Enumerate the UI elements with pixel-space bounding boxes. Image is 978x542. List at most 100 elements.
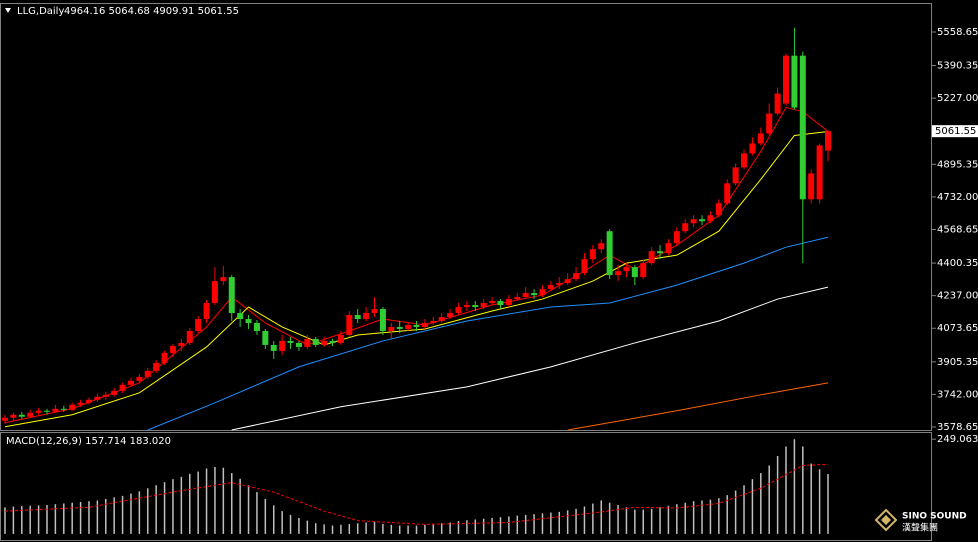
candle-body <box>346 315 353 335</box>
candle-body <box>220 277 227 282</box>
candle-body <box>329 340 336 343</box>
candle-body <box>606 231 613 276</box>
candle-body <box>69 404 76 410</box>
candle-body <box>279 340 286 351</box>
y-tick-label: 4073.65 <box>937 323 978 334</box>
candle-body <box>321 340 328 345</box>
candle-body <box>757 133 764 144</box>
candle-body <box>211 281 218 304</box>
candle-body <box>304 338 311 347</box>
candle-body <box>741 153 748 168</box>
candle-body <box>161 352 168 363</box>
candle-body <box>665 243 672 254</box>
candle-body <box>127 380 134 385</box>
candle-body <box>556 283 563 286</box>
candle-body <box>732 167 739 184</box>
candle-body <box>472 305 479 308</box>
candle-body <box>480 303 487 308</box>
candle-body <box>598 243 605 250</box>
candle-body <box>178 342 185 346</box>
candle-body <box>413 324 420 327</box>
candle-body <box>111 390 118 395</box>
candle-body <box>18 414 25 417</box>
main-panel-frame <box>0 3 932 431</box>
candle-body <box>531 293 538 296</box>
y-tick-label: 4568.65 <box>937 224 978 235</box>
candle-body <box>766 113 773 134</box>
y-tick-label: 4732.00 <box>937 192 978 203</box>
candle-body <box>371 309 378 314</box>
y-tick-label: 5390.35 <box>937 61 978 72</box>
candle-body <box>35 410 42 413</box>
y-tick-label: 4895.35 <box>937 159 978 170</box>
signal-line <box>4 463 829 525</box>
candle-body <box>228 277 235 314</box>
candle-body <box>497 301 504 306</box>
moving-average <box>567 382 829 431</box>
candle-body <box>657 251 664 254</box>
candle-body <box>270 344 277 351</box>
candle-body <box>27 412 34 417</box>
ohlc-text: 4964.16 5064.68 4909.91 5061.55 <box>64 6 239 17</box>
candle-body <box>253 322 260 331</box>
candle-body <box>379 309 386 331</box>
candle-body <box>623 267 630 272</box>
candle-body <box>808 173 815 200</box>
candle-body <box>816 145 823 200</box>
candle-body <box>312 338 319 345</box>
candle-body <box>715 203 722 216</box>
y-tick-label: 3742.00 <box>937 389 978 400</box>
candle-body <box>405 324 412 329</box>
candle-body <box>707 215 714 222</box>
y-tick-label: 5558.65 <box>937 27 978 38</box>
candle-body <box>774 93 781 114</box>
candle-body <box>85 399 92 403</box>
candle-body <box>690 219 697 224</box>
candle-body <box>144 370 151 377</box>
candle-body <box>673 231 680 244</box>
candle-body <box>783 55 790 104</box>
candle-body <box>522 293 529 298</box>
candle-body <box>195 319 202 331</box>
macd-panel-frame <box>0 432 932 541</box>
candle-body <box>102 394 109 397</box>
candle-body <box>564 279 571 284</box>
candle-body <box>60 408 67 410</box>
last-price-label: 5061.55 <box>935 126 976 137</box>
candle-body <box>136 376 143 381</box>
y-tick-label: 3905.35 <box>937 357 978 368</box>
logo-icon <box>874 508 898 532</box>
candle-body <box>43 410 50 412</box>
macd-title: MACD(12,26,9) 157.714 183.020 <box>6 436 171 447</box>
candle-body <box>749 143 756 154</box>
moving-average <box>4 130 829 428</box>
candle-body <box>10 414 17 418</box>
y-tick-label: 5227.00 <box>937 93 978 104</box>
candle-body <box>699 219 706 222</box>
candle-body <box>421 322 428 327</box>
y-tick-label: 249.063 <box>937 434 978 445</box>
candle-body <box>463 305 470 308</box>
candle-body <box>505 299 512 306</box>
y-tick-label: 4400.35 <box>937 258 978 269</box>
candle-body <box>615 271 622 276</box>
candle-body <box>52 408 59 412</box>
candle-body <box>388 326 395 331</box>
candle-body <box>455 307 462 314</box>
candle-body <box>94 396 101 400</box>
candle-body <box>514 297 521 300</box>
candle-body <box>430 320 437 323</box>
candle-body <box>245 319 252 323</box>
candle-body <box>573 273 580 280</box>
moving-average <box>4 106 829 424</box>
candle-body <box>363 313 370 320</box>
candle-body <box>153 362 160 371</box>
candle-body <box>547 285 554 290</box>
candle-body <box>169 345 176 353</box>
y-tick-label: 3578.65 <box>937 422 978 433</box>
moving-average <box>147 236 829 431</box>
candle-body <box>631 267 638 278</box>
candle-body <box>2 417 8 421</box>
